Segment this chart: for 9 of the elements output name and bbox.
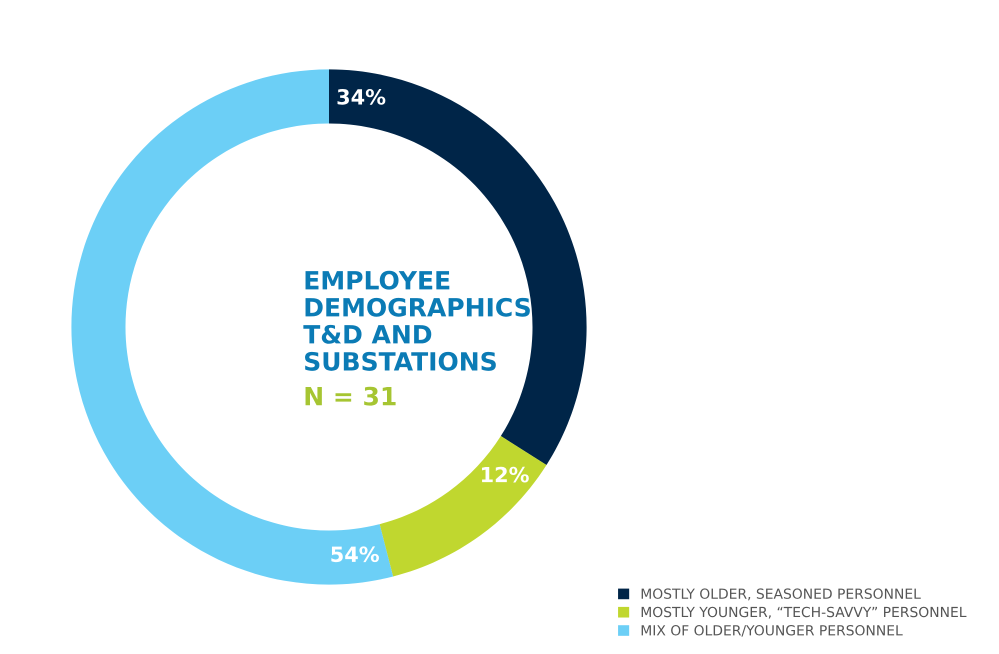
- legend-label: MOSTLY OLDER, SEASONED PERSONNEL: [642, 588, 921, 600]
- data-label: 54%: [331, 546, 379, 562]
- legend-label: MIX OF OLDER/YOUNGER PERSONNEL: [642, 625, 903, 637]
- donut-slice: [380, 436, 546, 577]
- data-label: 34%: [338, 88, 386, 105]
- legend-label: MOSTLY YOUNGER, “TECH-SAVVY” PERSONNEL: [642, 606, 966, 619]
- text: N = 31: [306, 386, 396, 406]
- data-label: 12%: [482, 466, 529, 482]
- text: EMPLOYEE DEMOGRAPHICS T&D AND SUBSTATIONS: [303, 270, 530, 371]
